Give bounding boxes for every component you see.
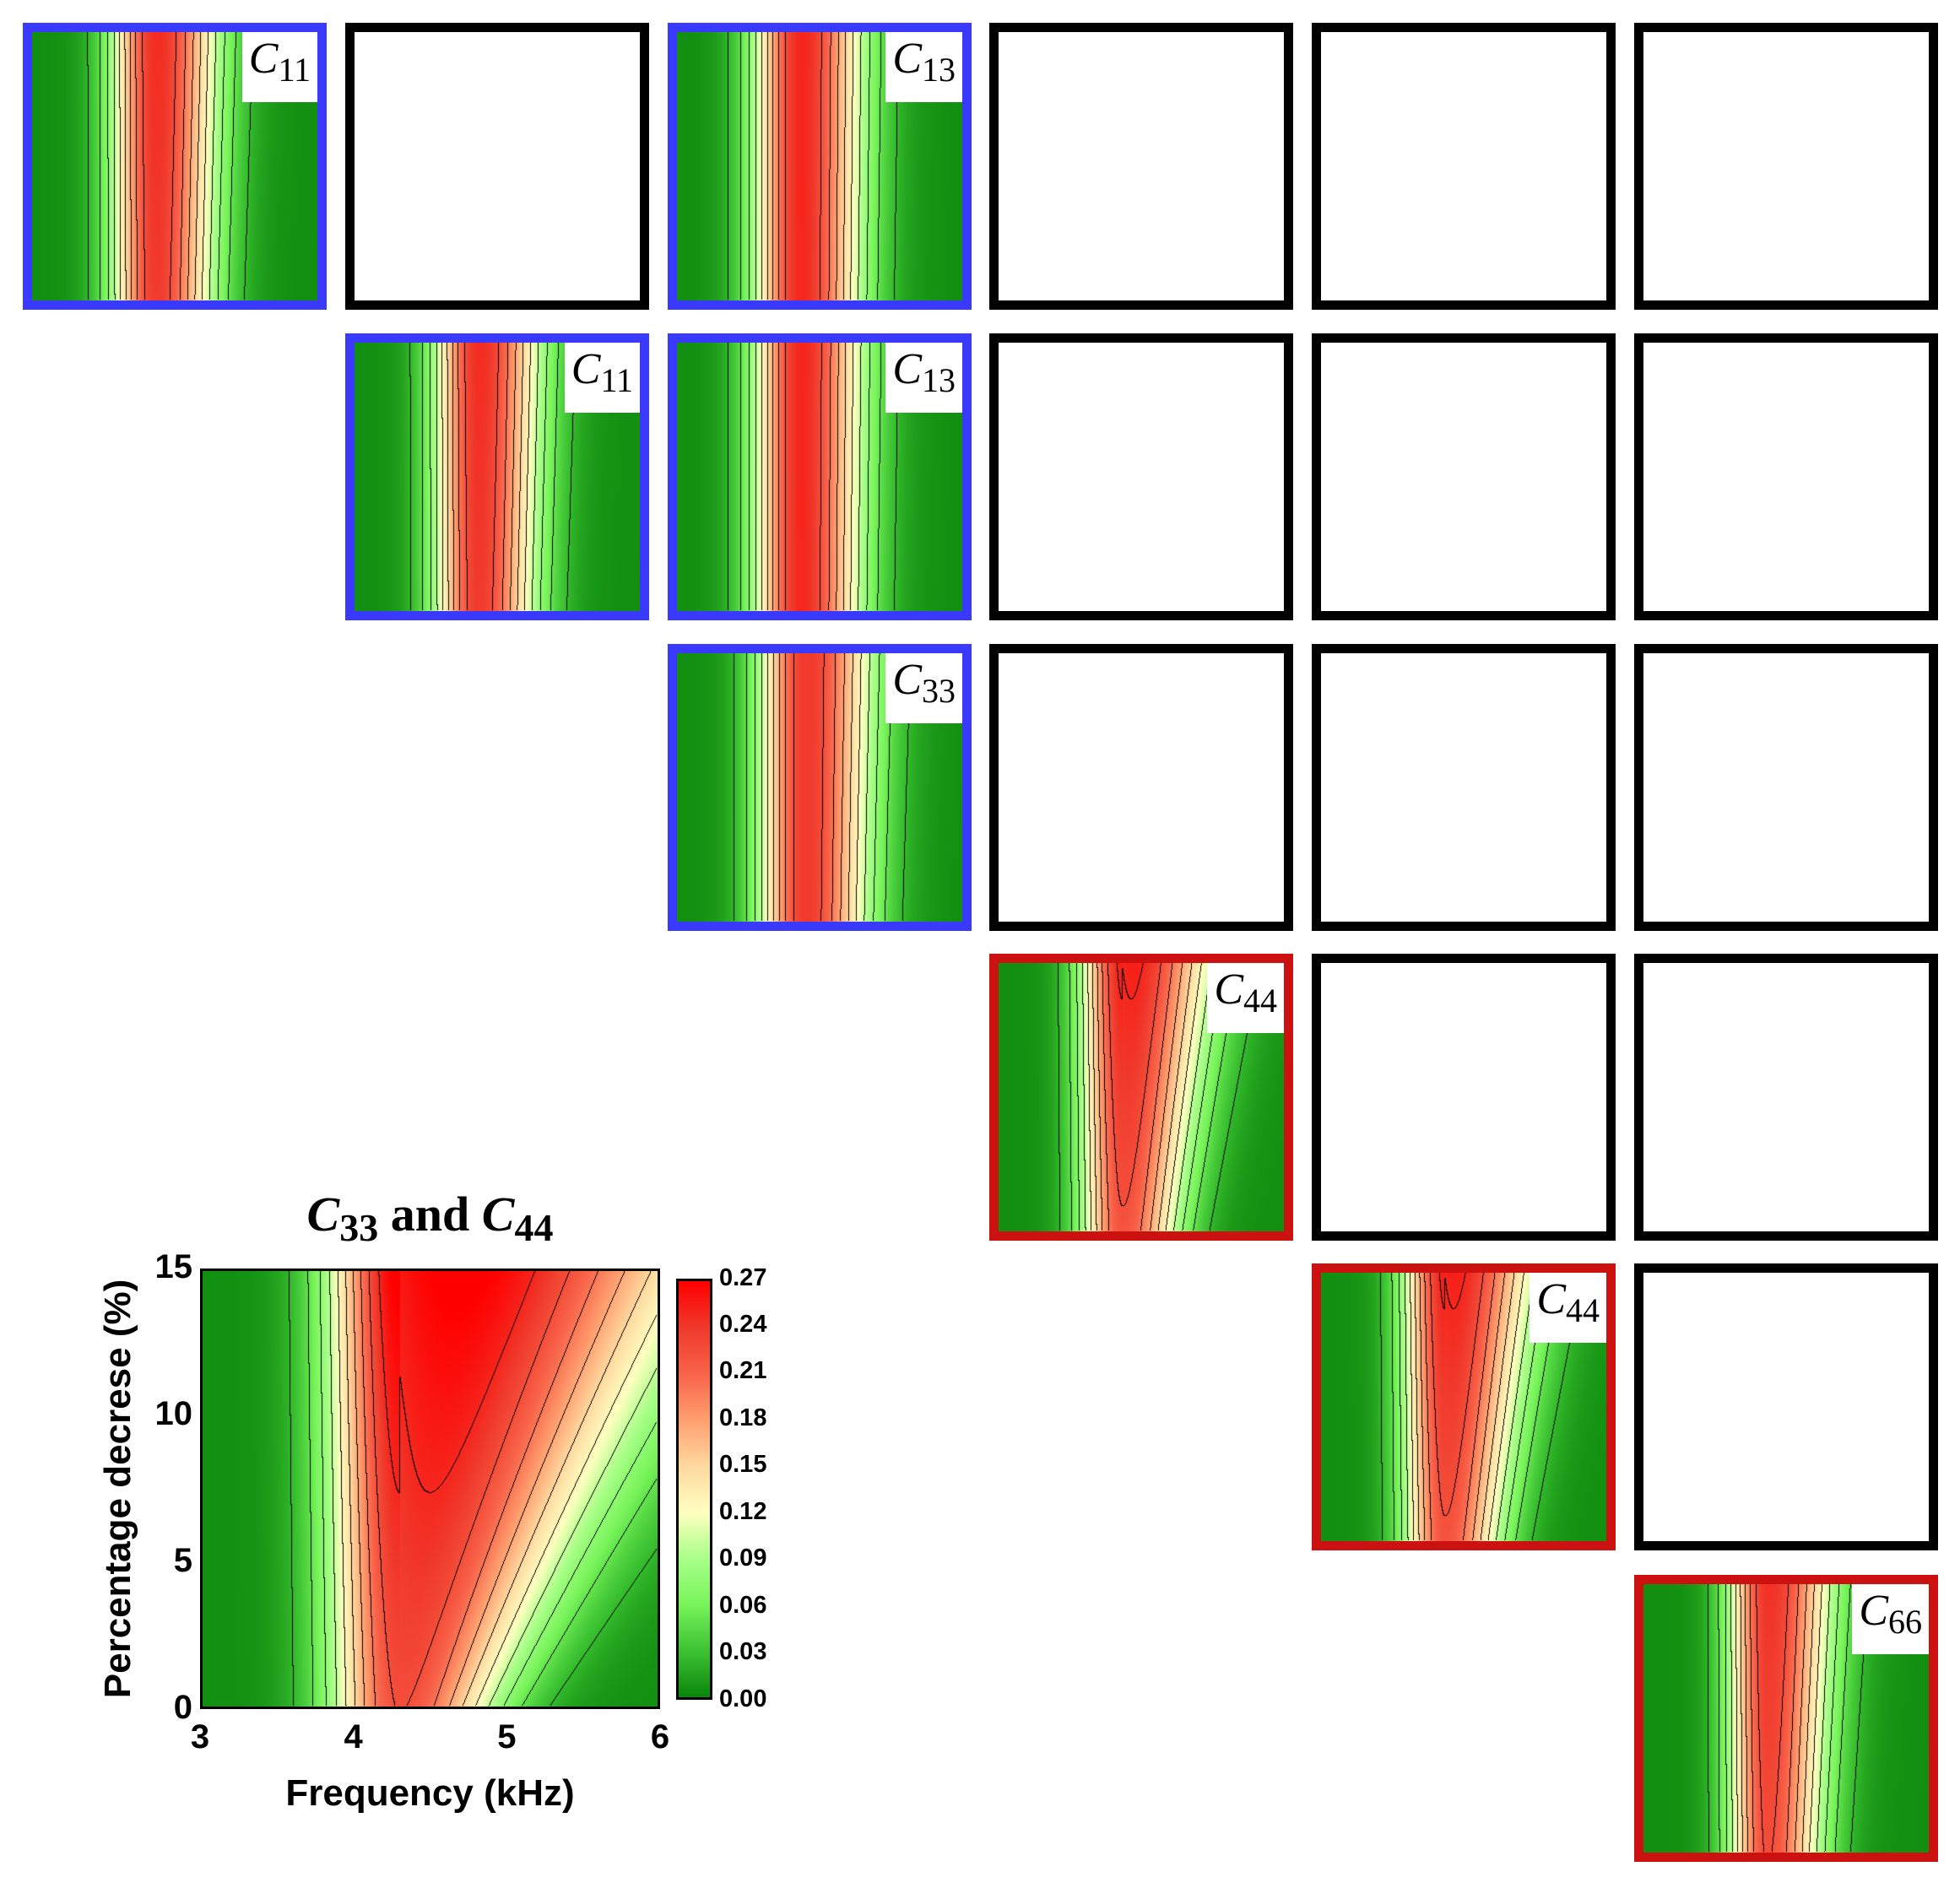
matrix-panel-c13: C13 (668, 333, 972, 620)
empty-matrix-panel (989, 333, 1293, 620)
matrix-panel-c44: C44 (1312, 1263, 1616, 1550)
panel-label: C33 (885, 653, 962, 723)
empty-matrix-panel (1634, 333, 1938, 620)
colorbar-tick-label: 0.03 (719, 1638, 767, 1666)
colorbar (676, 1279, 712, 1700)
colorbar-tick-label: 0.06 (719, 1591, 767, 1619)
panel-label: C13 (885, 32, 962, 102)
colorbar-gradient (679, 1281, 710, 1697)
empty-matrix-panel (1312, 23, 1616, 310)
y-tick-label: 15 (154, 1248, 193, 1285)
colorbar-tick-label: 0.21 (719, 1357, 767, 1385)
matrix-panel-c13: C13 (668, 23, 972, 310)
empty-matrix-panel (1312, 954, 1616, 1241)
panel-label: C13 (885, 343, 962, 413)
colorbar-tick-label: 0.00 (719, 1685, 767, 1712)
empty-matrix-panel (989, 644, 1293, 931)
x-tick-label: 6 (650, 1718, 670, 1755)
empty-matrix-panel (1634, 954, 1938, 1241)
colorbar-tick-label: 0.12 (719, 1497, 767, 1525)
contour-plot (200, 1269, 660, 1709)
panel-label: C11 (564, 343, 640, 413)
empty-matrix-panel (1312, 644, 1616, 931)
x-tick-label: 3 (190, 1718, 210, 1755)
empty-matrix-panel (1634, 23, 1938, 310)
matrix-panel-c66: C66 (1634, 1575, 1938, 1862)
contour-heatmap (203, 1271, 658, 1707)
panel-label: C44 (1530, 1273, 1606, 1343)
x-axis-label: Frequency (kHz) (285, 1772, 575, 1814)
panel-label: C11 (241, 32, 317, 102)
matrix-panel-c44: C44 (989, 954, 1293, 1241)
colorbar-tick-label: 0.27 (719, 1263, 767, 1291)
colorbar-tick-label: 0.09 (719, 1544, 767, 1572)
empty-matrix-panel (1634, 644, 1938, 931)
panel-label: C44 (1207, 963, 1284, 1033)
x-tick-label: 5 (497, 1718, 517, 1755)
matrix-panel-c11: C11 (23, 23, 327, 310)
y-tick-label: 5 (173, 1542, 192, 1579)
chart-title: C33 and C44 (306, 1187, 554, 1249)
empty-matrix-panel (1312, 333, 1616, 620)
x-tick-label: 4 (344, 1718, 363, 1755)
empty-matrix-panel (345, 23, 649, 310)
empty-matrix-panel (989, 23, 1293, 310)
matrix-panel-c11: C11 (345, 333, 649, 620)
colorbar-tick-label: 0.18 (719, 1404, 767, 1431)
matrix-panel-c33: C33 (668, 644, 972, 931)
empty-matrix-panel (1634, 1263, 1938, 1550)
colorbar-tick-label: 0.15 (719, 1451, 767, 1479)
y-tick-label: 10 (154, 1395, 193, 1432)
colorbar-tick-label: 0.24 (719, 1311, 767, 1339)
panel-label: C66 (1852, 1584, 1929, 1654)
y-tick-label: 0 (173, 1689, 192, 1726)
y-axis-label: Percentage decrese (%) (97, 1279, 138, 1699)
